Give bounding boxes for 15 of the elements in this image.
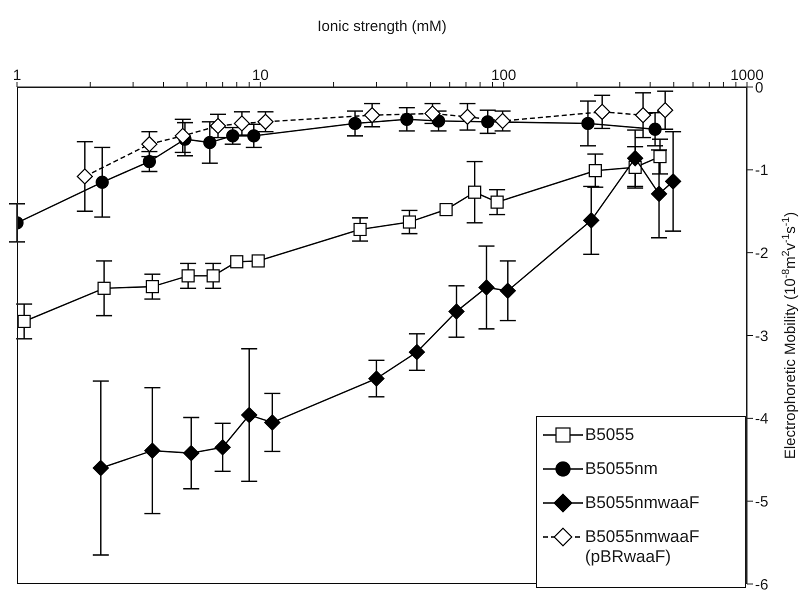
y-tick-label: -5 [755, 493, 768, 510]
y-tick-label: -6 [755, 576, 768, 594]
y-tick-label: -4 [755, 410, 768, 428]
x-tick-label: 100 [491, 67, 516, 84]
x-tick-label: 10 [252, 67, 269, 84]
legend-label: B5055 [585, 425, 636, 445]
y-tick-label: -2 [755, 244, 768, 262]
x-tick-label: 1 [12, 67, 22, 84]
x-axis-title: Ionic strength (mM) [317, 18, 447, 35]
legend-label: B5055nmwaaF [585, 493, 700, 513]
y-tick-label: -3 [755, 328, 768, 345]
y-tick-label: -1 [755, 162, 768, 180]
legend-label: B5055nm [585, 459, 659, 479]
y-tick-label: 0 [755, 79, 764, 96]
legend-label: B5055nmwaaF (pBRwaaF) [585, 527, 700, 567]
